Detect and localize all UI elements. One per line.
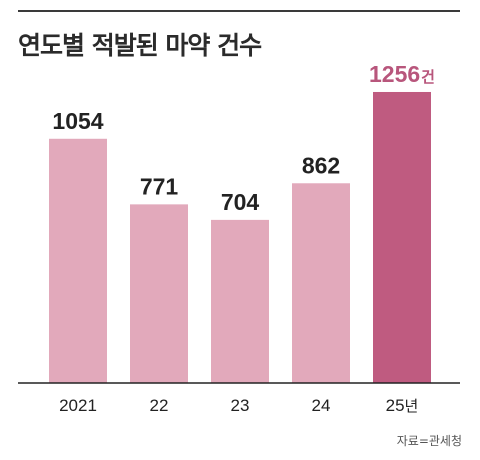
bar-value-label-5: 1256건: [369, 61, 435, 87]
bar-2: [130, 204, 188, 383]
x-tick-label-1: 2021: [59, 396, 97, 415]
bar-value-label-3: 704: [221, 189, 260, 215]
x-tick-label-2: 22: [150, 396, 169, 415]
bar-value-label-4: 862: [302, 152, 340, 178]
top-rule: [18, 10, 460, 12]
x-tick-label-5: 25년: [386, 396, 419, 415]
bar-4: [292, 183, 350, 383]
x-tick-label-3: 23: [231, 396, 250, 415]
source-note: 자료=관세청: [396, 434, 462, 448]
bar-value-label-2: 771: [140, 173, 179, 199]
bar-5: [373, 91, 431, 383]
bar-value-label-1: 1054: [52, 108, 103, 134]
bar-1: [49, 138, 107, 383]
bar-3: [211, 219, 269, 383]
chart-title: 연도별 적발된 마약 건수: [18, 31, 262, 60]
x-tick-label-4: 24: [312, 396, 331, 415]
